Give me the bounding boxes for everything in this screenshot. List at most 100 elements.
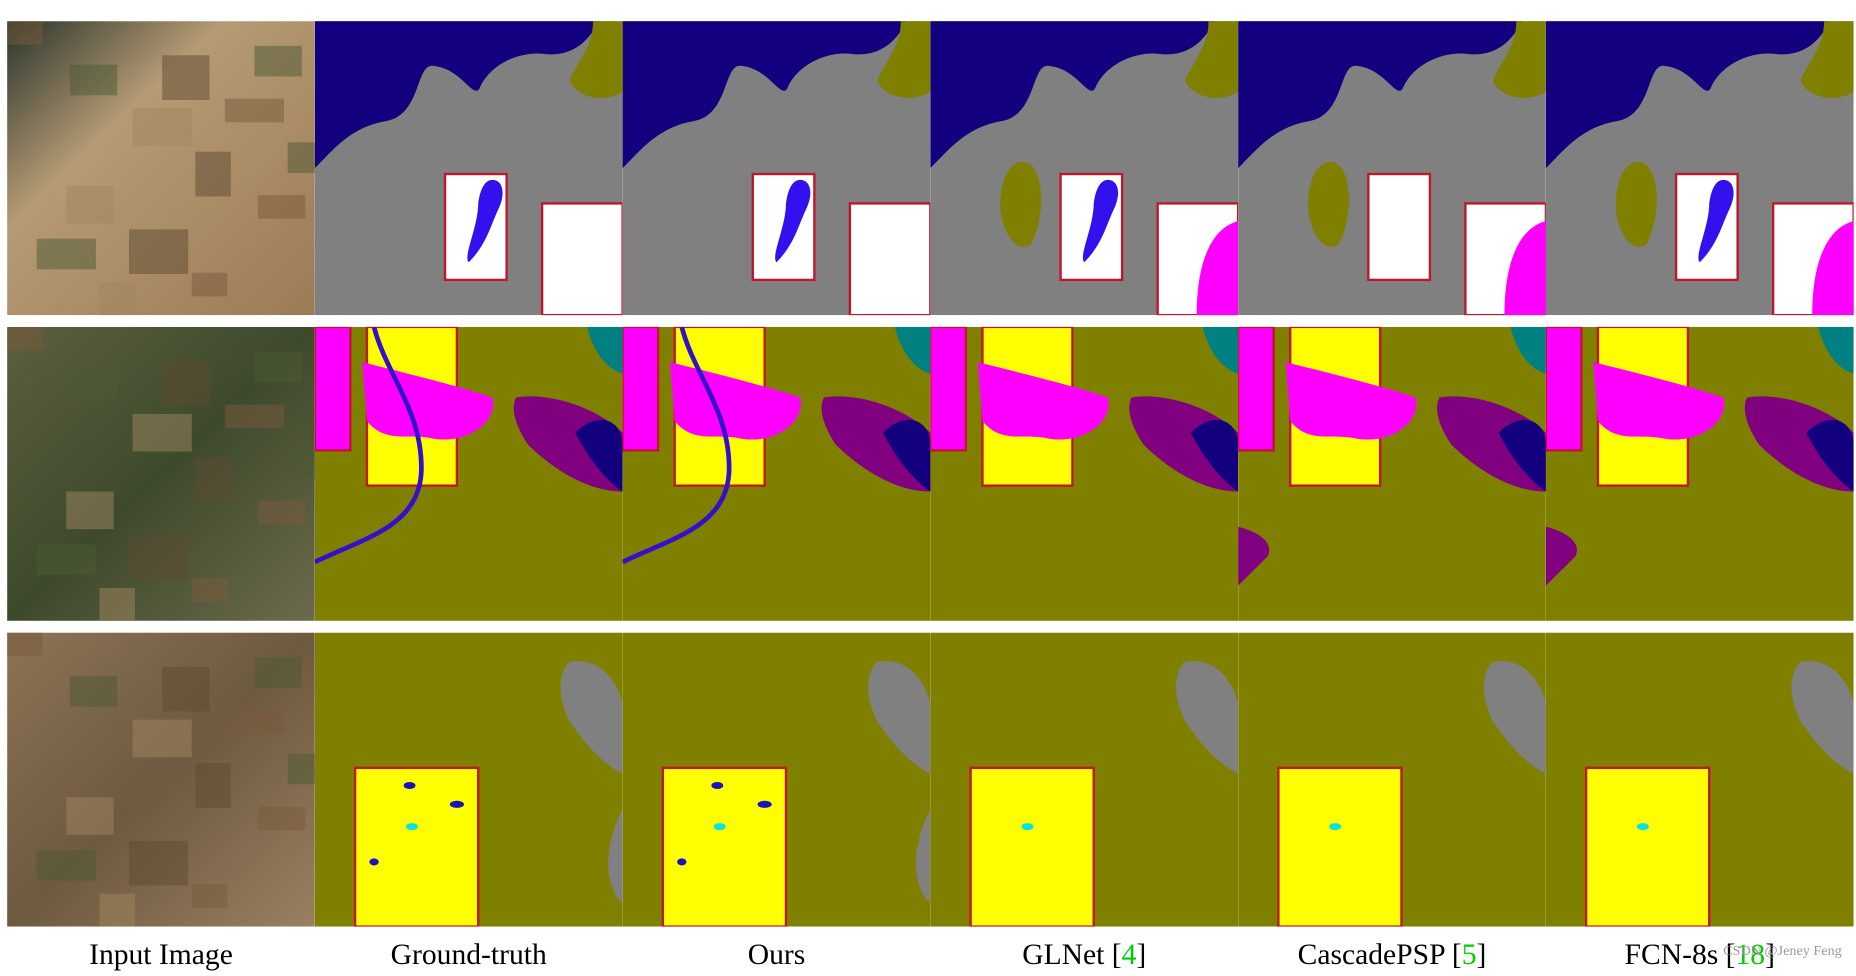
label-text: GLNet [ <box>1022 939 1121 971</box>
segment <box>608 809 623 904</box>
panel <box>622 326 931 621</box>
segment <box>1545 526 1577 586</box>
panel <box>314 21 623 316</box>
segment <box>868 661 931 774</box>
texture <box>258 500 306 525</box>
segment <box>449 800 464 808</box>
panel-content <box>930 632 1239 927</box>
segment <box>622 21 907 169</box>
segment <box>575 419 623 492</box>
segment <box>1082 179 1119 263</box>
texture <box>287 142 315 173</box>
citation: 5 <box>1462 939 1477 971</box>
segment <box>513 396 623 492</box>
texture <box>129 840 189 886</box>
texture <box>254 45 302 77</box>
highlight-box <box>848 202 931 316</box>
river <box>314 326 424 565</box>
segment <box>775 179 811 263</box>
segment <box>1202 326 1239 374</box>
highlight-box <box>1277 766 1403 927</box>
texture <box>224 98 285 123</box>
highlight-box <box>1584 766 1711 927</box>
texture <box>224 710 285 734</box>
panel <box>930 326 1239 621</box>
highlight-box <box>353 766 480 927</box>
texture <box>36 238 96 270</box>
texture <box>224 404 285 429</box>
texture <box>66 491 114 530</box>
panel-content <box>7 632 315 927</box>
panel <box>622 632 931 927</box>
column-label: Ours <box>748 939 806 971</box>
panel-content <box>314 326 623 621</box>
segment <box>1812 221 1854 316</box>
label-text: FCN-8s [ <box>1625 939 1736 971</box>
texture <box>195 457 231 503</box>
segment <box>1800 21 1854 98</box>
panel-content <box>1238 326 1546 621</box>
column-label: CascadePSP [5] <box>1298 939 1487 971</box>
texture <box>129 535 189 580</box>
texture <box>129 229 189 274</box>
texture <box>162 361 210 406</box>
segment <box>1498 419 1546 492</box>
segment <box>1238 526 1270 586</box>
segment <box>1545 21 1830 169</box>
segment <box>1184 21 1239 98</box>
panel-content <box>314 21 623 316</box>
segment <box>894 326 931 374</box>
texture <box>66 185 114 224</box>
highlight-box <box>1367 172 1432 282</box>
segment <box>1175 661 1239 774</box>
texture <box>162 55 210 100</box>
panel-content <box>7 21 315 316</box>
column-label: GLNet [4] <box>1022 939 1146 971</box>
segment <box>1593 362 1725 440</box>
texture <box>99 282 135 316</box>
panel-content <box>622 21 931 316</box>
segment <box>403 781 416 790</box>
watermark: CSDN @Jeney Feng <box>1723 943 1842 959</box>
segment <box>883 419 931 492</box>
panel <box>1238 632 1546 927</box>
segment <box>877 21 931 98</box>
highlight-box <box>969 766 1095 927</box>
segment <box>1791 661 1854 774</box>
segment <box>713 823 726 831</box>
panel <box>1238 326 1546 621</box>
texture <box>287 753 315 785</box>
segment <box>1744 396 1854 492</box>
panel-content <box>930 326 1239 621</box>
segment <box>587 326 623 374</box>
panel-content <box>1545 632 1854 927</box>
panel-content <box>314 632 623 927</box>
segment <box>1021 823 1034 831</box>
label-text: ] <box>1765 939 1775 971</box>
texture <box>7 21 43 45</box>
texture <box>69 676 118 707</box>
segment <box>821 396 931 492</box>
texture <box>254 657 302 688</box>
texture <box>36 544 96 576</box>
column-label: FCN-8s [18] <box>1625 939 1775 971</box>
texture <box>7 632 43 657</box>
highlight-box <box>540 202 623 316</box>
segment <box>1483 661 1546 774</box>
panel <box>1545 21 1854 316</box>
texture <box>66 797 114 835</box>
panel <box>7 326 315 621</box>
panel-content <box>930 21 1239 316</box>
texture <box>287 448 315 479</box>
segment <box>406 823 418 831</box>
segment <box>1437 396 1546 492</box>
texture <box>195 763 231 808</box>
panel <box>1238 21 1546 316</box>
highlight-box <box>1545 326 1583 452</box>
segment <box>1492 21 1546 98</box>
segment <box>1285 362 1417 440</box>
texture <box>99 893 135 927</box>
column-label: Input Image <box>89 939 233 971</box>
panel-content <box>622 632 931 927</box>
texture <box>99 587 135 621</box>
